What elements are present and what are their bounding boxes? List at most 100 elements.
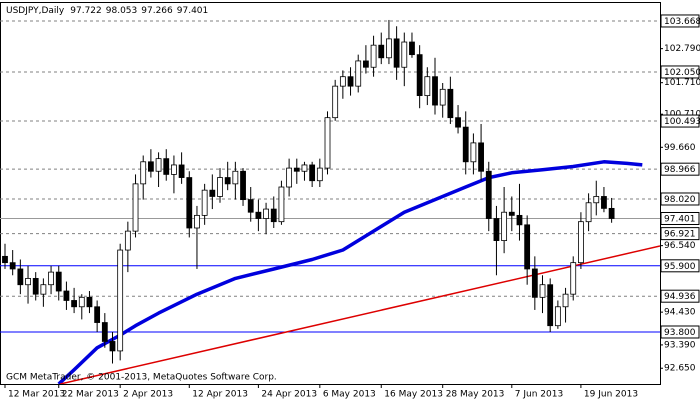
x-tick-label: 2 Apr 2013 — [123, 390, 173, 400]
candle-body — [601, 196, 607, 209]
candle-body — [232, 170, 239, 185]
candle-body — [439, 88, 446, 106]
candle-body — [255, 211, 262, 219]
candle-body — [493, 218, 500, 241]
candle-body — [547, 284, 554, 327]
candle-body — [554, 306, 561, 327]
candle-body — [347, 76, 354, 87]
candle-body — [224, 177, 231, 185]
candle-body — [455, 117, 461, 128]
level-box — [660, 65, 700, 79]
candle-body — [86, 296, 93, 308]
header-close: 97.401 — [177, 6, 209, 16]
candle-body — [263, 208, 269, 219]
x-tick-label: 12 Apr 2013 — [192, 390, 248, 400]
candle-body — [17, 268, 24, 286]
footer: GCM MetaTrader, © 2001-2013, MetaQuotes … — [6, 373, 277, 383]
candle-body — [578, 221, 584, 264]
candle-body — [78, 296, 85, 308]
y-tick-label: 102.790 — [664, 44, 700, 54]
candle-body — [332, 85, 339, 119]
x-tick-label: 7 Jun 2013 — [515, 390, 563, 400]
candle-body — [370, 44, 377, 68]
candle-body — [270, 208, 277, 223]
candle-body — [117, 249, 124, 352]
candle-body — [386, 38, 392, 59]
candle-body — [401, 41, 408, 68]
candle-body — [32, 278, 39, 295]
candle-body — [293, 167, 300, 172]
level-label: 93.800 — [664, 328, 696, 338]
level-box — [660, 259, 700, 273]
candle-body — [393, 38, 400, 68]
x-tick-label: 28 May 2013 — [446, 390, 505, 400]
candle-body — [155, 158, 162, 172]
candle-body — [48, 271, 54, 286]
level-label: 96.921 — [664, 230, 696, 240]
x-tick-label: 19 Jun 2013 — [584, 390, 638, 400]
level-box — [660, 114, 700, 128]
candle-body — [524, 224, 531, 270]
candle-body — [63, 290, 70, 301]
level-label: 98.020 — [664, 195, 696, 205]
moving-average — [57, 160, 643, 384]
header-low: 97.266 — [141, 6, 173, 16]
current-price-label: 97.401 — [664, 214, 696, 224]
level-label: 94.936 — [664, 292, 696, 302]
candle-body — [355, 60, 362, 87]
x-tick-label: 16 May 2013 — [384, 390, 443, 400]
candle-body — [71, 300, 78, 308]
level-label: 103.668 — [664, 17, 700, 27]
candle-body — [424, 76, 431, 97]
candle-body — [2, 255, 8, 264]
candle-body — [531, 268, 538, 298]
candle-body — [240, 170, 246, 201]
candle-body — [316, 167, 323, 182]
candle-body — [209, 189, 216, 197]
candle-body — [178, 164, 185, 178]
level-label: 95.900 — [664, 262, 696, 272]
level-label: 98.966 — [664, 165, 696, 175]
candle-body — [194, 214, 200, 229]
candle-body — [217, 177, 223, 197]
candle-body — [40, 284, 47, 295]
candle-body — [409, 41, 415, 56]
candle-body — [562, 293, 569, 308]
x-tick-label: 22 Mar 2013 — [62, 390, 119, 400]
candle-body — [140, 161, 147, 185]
candle-body — [247, 199, 254, 213]
candle-body — [301, 164, 308, 172]
candle-body — [132, 183, 139, 232]
y-tick-label: 94.430 — [664, 308, 696, 318]
x-tick-label: 6 May 2013 — [323, 390, 376, 400]
candle-body — [109, 341, 116, 352]
level-box — [660, 162, 700, 176]
candle-body — [608, 207, 615, 219]
candle-body — [516, 214, 523, 226]
candle-body — [362, 60, 369, 68]
candle-body — [447, 88, 454, 119]
candle-body — [9, 262, 16, 270]
candle-body — [55, 271, 62, 292]
candle-body — [478, 142, 484, 172]
candle-body — [309, 164, 316, 182]
y-tick-label: 99.660 — [664, 143, 696, 153]
candle-body — [324, 117, 331, 169]
candle-body — [416, 54, 423, 97]
candle-body — [485, 170, 492, 219]
x-tick-label: 24 Apr 2013 — [261, 390, 317, 400]
candle-body — [539, 284, 546, 298]
candle-body — [585, 202, 592, 223]
current-price-box — [660, 211, 700, 225]
header-high: 98.053 — [106, 6, 138, 16]
y-tick-label: 92.650 — [664, 364, 696, 374]
candle-body — [593, 196, 600, 204]
candle-body — [432, 76, 438, 106]
candle-body — [278, 186, 285, 223]
candle-body — [201, 189, 208, 216]
candle-body — [501, 211, 508, 241]
candle-body — [339, 76, 346, 87]
candle-body — [470, 142, 477, 163]
candle-body — [94, 306, 101, 323]
plot — [0, 19, 660, 384]
